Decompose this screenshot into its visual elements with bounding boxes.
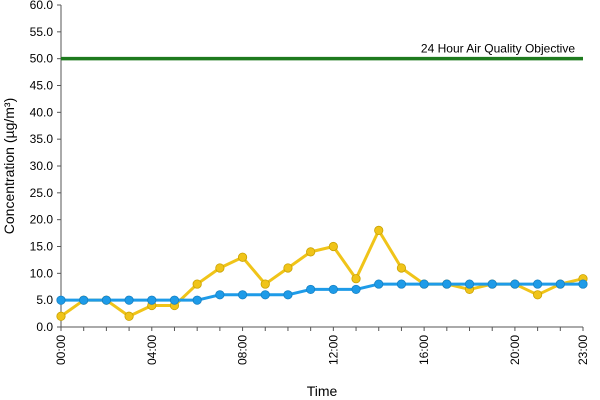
y-tick-label: 35.0 — [30, 132, 54, 146]
data-point — [215, 290, 225, 300]
data-point — [101, 295, 111, 305]
data-point — [374, 225, 384, 235]
series-line — [60, 228, 584, 318]
y-axis: 0.0 5.0 10.0 15.0 20.0 25.0 30.0 35.0 40.0 45.0 50… — [30, 0, 62, 334]
x-tick-label: 16:00 — [417, 335, 431, 365]
data-point — [56, 295, 66, 305]
data-point — [260, 290, 270, 300]
data-point — [396, 279, 407, 289]
data-point — [464, 279, 475, 289]
data-point — [396, 263, 407, 273]
y-tick-label: 40.0 — [30, 105, 54, 119]
data-point — [124, 311, 134, 321]
data-point — [237, 290, 248, 300]
data-point — [351, 274, 361, 284]
data-point — [283, 290, 293, 300]
data-point — [555, 279, 565, 289]
data-point — [192, 295, 202, 305]
x-tick-label: 00:00 — [54, 335, 68, 365]
y-tick-label: 0.0 — [36, 320, 53, 334]
data-point — [306, 284, 316, 295]
data-point — [578, 279, 588, 289]
series-0 — [56, 225, 588, 321]
y-tick-label: 55.0 — [30, 25, 54, 39]
data-point — [169, 295, 180, 305]
series-group — [56, 225, 588, 321]
data-point — [533, 290, 543, 300]
data-point — [510, 279, 520, 289]
y-tick-label: 15.0 — [30, 240, 54, 254]
data-point — [328, 241, 338, 252]
data-point — [124, 295, 134, 305]
x-axis: 00:00 04:00 08:00 12:00 16:00 20:00 23:00 — [54, 326, 590, 365]
x-tick-label: 12:00 — [326, 335, 340, 365]
x-tick-label: 23:00 — [576, 335, 590, 365]
y-tick-label: 25.0 — [30, 186, 54, 200]
data-point — [533, 279, 543, 289]
x-tick-label: 20:00 — [508, 335, 522, 365]
y-tick-label: 45.0 — [30, 79, 54, 93]
y-tick-label: 50.0 — [30, 52, 54, 66]
data-point — [260, 279, 270, 289]
data-point — [306, 247, 316, 257]
data-point — [374, 279, 384, 289]
series-1 — [56, 279, 588, 305]
data-point — [56, 311, 66, 321]
series-line — [61, 282, 583, 302]
y-tick-label: 10.0 — [30, 266, 54, 280]
y-tick-label: 5.0 — [36, 293, 53, 307]
data-point — [147, 295, 157, 305]
data-point — [283, 263, 293, 273]
objective-label: 24 Hour Air Quality Objective — [421, 42, 575, 56]
data-point — [79, 295, 89, 305]
data-point — [215, 263, 225, 273]
y-tick-label: 30.0 — [30, 159, 54, 173]
data-point — [328, 284, 338, 295]
data-point — [487, 279, 497, 289]
y-tick-label: 60.0 — [30, 0, 54, 12]
x-axis-title: Time — [307, 383, 338, 399]
data-point — [351, 284, 361, 295]
y-tick-label: 20.0 — [30, 213, 54, 227]
x-tick-label: 08:00 — [236, 335, 250, 365]
x-tick-label: 04:00 — [145, 335, 159, 365]
data-point — [442, 279, 452, 289]
y-axis-title: Concentration (µg/m³) — [1, 98, 17, 234]
data-point — [237, 252, 248, 262]
data-point — [192, 279, 202, 289]
data-point — [419, 279, 429, 289]
